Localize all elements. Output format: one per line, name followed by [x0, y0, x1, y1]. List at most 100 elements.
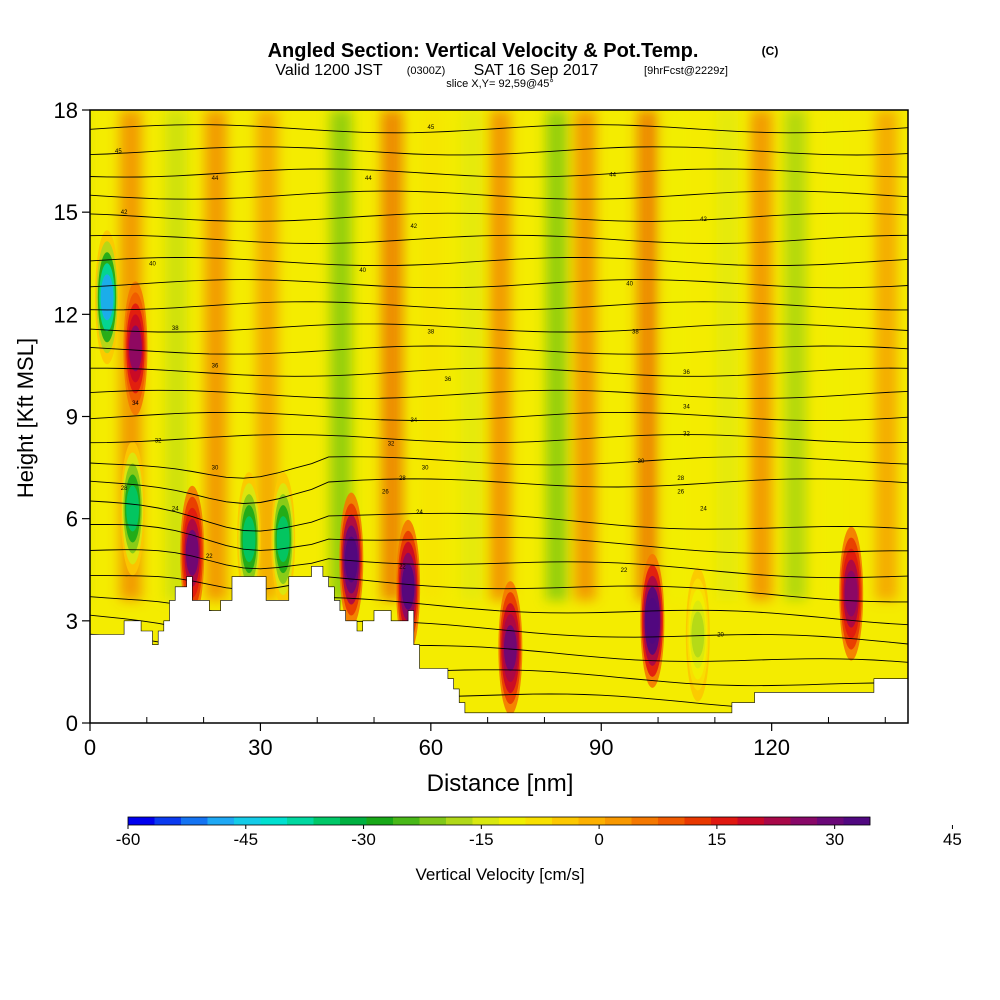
- colorbar-swatch: [234, 817, 261, 825]
- colorbar-swatch: [499, 817, 526, 825]
- colorbar-swatch: [552, 817, 579, 825]
- colorbar-swatch: [128, 817, 155, 825]
- theta-contour-label: 24: [416, 510, 423, 516]
- y-tick-label: 15: [54, 200, 78, 225]
- y-axis-label: Height [Kft MSL]: [13, 338, 38, 498]
- theta-contour-label: 40: [359, 268, 366, 274]
- colorbar: -60 -45 -30 -15 0 15 30 45: [116, 816, 962, 849]
- colorbar-swatch: [287, 817, 314, 825]
- velocity-streak: [750, 110, 773, 601]
- colorbar-swatch: [790, 817, 818, 825]
- y-tick-label: 18: [54, 98, 78, 123]
- colorbar-swatch: [313, 817, 341, 825]
- colorbar-tick-label: 45: [943, 830, 962, 849]
- forecast-label: [9hrFcst@2229z]: [644, 65, 728, 77]
- valid-date: SAT 16 Sep 2017: [474, 62, 599, 79]
- theta-contour-label: 34: [132, 401, 139, 407]
- theta-contour: [90, 574, 908, 603]
- velocity-streak: [574, 110, 597, 601]
- theta-contour-label: 45: [115, 149, 122, 155]
- x-axis: 0 30 60 90 120: [84, 717, 886, 760]
- slice-label: slice X,Y= 92,59@45°: [446, 78, 554, 90]
- colorbar-swatch: [366, 817, 394, 825]
- theta-contour-label: 22: [399, 564, 406, 570]
- theta-contour: [90, 234, 908, 244]
- theta-contour: [90, 523, 908, 554]
- theta-contour: [90, 279, 908, 289]
- theta-contour: [90, 190, 908, 200]
- theta-contour-label: 38: [427, 329, 434, 335]
- colorbar-swatch: [631, 817, 659, 825]
- theta-contour: [90, 345, 908, 355]
- theta-contour-label: 44: [212, 176, 219, 182]
- colorbar-swatch: [525, 817, 553, 825]
- theta-contour-label: 28: [677, 476, 684, 482]
- chart-title-mark: (C): [762, 44, 779, 58]
- theta-contour-label: 42: [700, 217, 707, 223]
- velocity-streak: [420, 110, 443, 601]
- colorbar-tick-label: -60: [116, 830, 141, 849]
- y-tick-label: 9: [66, 405, 78, 430]
- velocity-cell: [126, 485, 140, 532]
- velocity-streak: [165, 110, 188, 601]
- theta-contour-label: 26: [677, 489, 684, 495]
- colorbar-swatch: [207, 817, 235, 825]
- theta-contour-label: 40: [149, 261, 156, 267]
- x-tick-label: 30: [248, 735, 272, 760]
- theta-contour-label: 30: [638, 459, 645, 465]
- theta-contour: [90, 456, 908, 479]
- theta-contour-label: 32: [388, 442, 395, 448]
- theta-contour: [90, 168, 908, 178]
- y-tick-label: 12: [54, 302, 78, 327]
- theta-contour: [90, 500, 908, 532]
- velocity-streak: [381, 110, 404, 601]
- theta-contour: [90, 434, 908, 444]
- colorbar-swatch: [605, 817, 632, 825]
- colorbar-swatch: [737, 817, 765, 825]
- y-tick-label: 0: [66, 711, 78, 736]
- theta-contour: [90, 478, 908, 504]
- plot-area: 45 44 44 45 44 42 42 42 40 40 40 38 38 38 36 36 36 34 34 34…: [90, 110, 908, 723]
- theta-contour: [90, 124, 908, 134]
- velocity-cell: [242, 516, 256, 563]
- velocity-streak: [875, 110, 898, 601]
- colorbar-swatch: [684, 817, 712, 825]
- y-tick-label: 3: [66, 609, 78, 634]
- theta-contour-label: 34: [410, 418, 417, 424]
- velocity-cell: [100, 274, 114, 321]
- colorbar-swatch: [340, 817, 367, 825]
- colorbar-frame: [127, 816, 871, 826]
- x-tick-label: 120: [753, 735, 790, 760]
- colorbar-tick-label: -15: [469, 830, 494, 849]
- theta-contour-label: 44: [609, 173, 616, 179]
- theta-contour-label: 30: [422, 466, 429, 472]
- theta-contour-label: 20: [717, 632, 724, 638]
- valid-time-zulu: (0300Z): [407, 65, 446, 77]
- colorbar-tick-label: 0: [594, 830, 603, 849]
- theta-contour-label: 36: [445, 377, 452, 383]
- colorbar-swatch: [817, 817, 844, 825]
- colorbar-swatch: [472, 817, 500, 825]
- theta-contour-label: 32: [155, 438, 162, 444]
- velocity-streak: [636, 110, 659, 601]
- theta-contour-label: 40: [626, 282, 633, 288]
- theta-contour-labels: 45 44 44 45 44 42 42 42 40 40 40 38 38 38 36 36 36 34 34 34…: [115, 125, 724, 638]
- colorbar-tick-label: 30: [825, 830, 844, 849]
- theta-contour-label: 36: [683, 370, 690, 376]
- theta-contour: [90, 212, 908, 222]
- x-axis-label: Distance [nm]: [427, 770, 574, 797]
- theta-contour: [90, 301, 908, 311]
- valid-time-prefix: Valid 1200 JST: [275, 62, 383, 79]
- theta-contour-label: 38: [632, 329, 639, 335]
- velocity-cell: [844, 570, 858, 617]
- velocity-features: [95, 230, 864, 716]
- velocity-streak: [460, 110, 483, 601]
- velocity-streak: [784, 110, 807, 601]
- theta-contour-label: 45: [427, 125, 434, 131]
- colorbar-swatch: [578, 817, 606, 825]
- velocity-streak: [545, 110, 568, 601]
- velocity-cell: [344, 536, 358, 583]
- theta-contour-label: 42: [410, 224, 417, 230]
- colorbar-label: Vertical Velocity [cm/s]: [415, 865, 584, 884]
